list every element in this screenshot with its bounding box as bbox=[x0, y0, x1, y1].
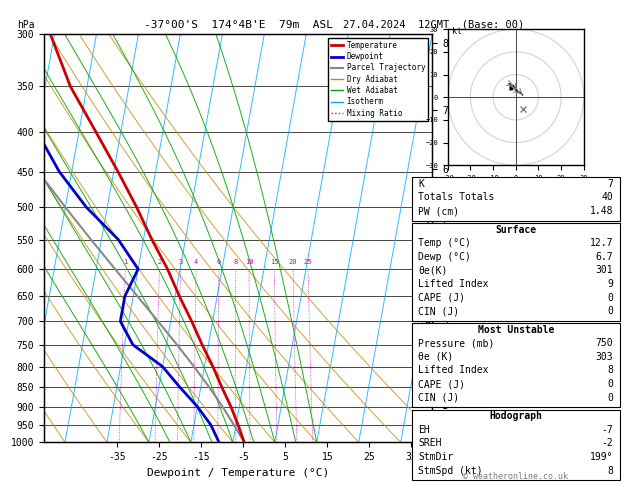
Text: CAPE (J): CAPE (J) bbox=[418, 293, 465, 303]
Text: CIN (J): CIN (J) bbox=[418, 306, 459, 316]
Text: © weatheronline.co.uk: © weatheronline.co.uk bbox=[464, 472, 568, 481]
Text: 40: 40 bbox=[601, 192, 613, 203]
Text: K: K bbox=[418, 179, 424, 189]
X-axis label: kt: kt bbox=[511, 182, 521, 191]
Text: 8: 8 bbox=[608, 466, 613, 476]
Text: 8: 8 bbox=[608, 365, 613, 376]
Text: 199°: 199° bbox=[590, 452, 613, 462]
Text: 8: 8 bbox=[233, 259, 238, 265]
Text: Temp (°C): Temp (°C) bbox=[418, 238, 471, 248]
Text: 6: 6 bbox=[217, 259, 221, 265]
Text: Totals Totals: Totals Totals bbox=[418, 192, 494, 203]
Text: Surface: Surface bbox=[495, 225, 537, 235]
Text: kt: kt bbox=[452, 27, 462, 35]
Text: 0: 0 bbox=[608, 293, 613, 303]
Text: Hodograph: Hodograph bbox=[489, 411, 542, 421]
Text: 301: 301 bbox=[596, 265, 613, 276]
Legend: Temperature, Dewpoint, Parcel Trajectory, Dry Adiabat, Wet Adiabat, Isotherm, Mi: Temperature, Dewpoint, Parcel Trajectory… bbox=[328, 38, 428, 121]
Text: 0: 0 bbox=[608, 306, 613, 316]
Text: 1: 1 bbox=[123, 259, 128, 265]
Text: -37°00'S  174°4B'E  79m  ASL: -37°00'S 174°4B'E 79m ASL bbox=[143, 20, 333, 30]
Text: -7: -7 bbox=[601, 425, 613, 435]
Text: 2: 2 bbox=[157, 259, 162, 265]
Y-axis label: Mixing Ratio (g/kg): Mixing Ratio (g/kg) bbox=[454, 182, 464, 294]
Text: 750: 750 bbox=[596, 338, 613, 348]
Text: 0: 0 bbox=[608, 379, 613, 389]
Text: 6.7: 6.7 bbox=[596, 252, 613, 262]
Text: θe(K): θe(K) bbox=[418, 265, 448, 276]
Text: hPa: hPa bbox=[17, 20, 35, 30]
Text: StmDir: StmDir bbox=[418, 452, 454, 462]
Text: Dewp (°C): Dewp (°C) bbox=[418, 252, 471, 262]
Text: EH: EH bbox=[418, 425, 430, 435]
Text: PW (cm): PW (cm) bbox=[418, 206, 459, 216]
Text: 0: 0 bbox=[608, 393, 613, 403]
Text: Lifted Index: Lifted Index bbox=[418, 365, 489, 376]
Text: 303: 303 bbox=[596, 352, 613, 362]
Text: 4: 4 bbox=[194, 259, 198, 265]
Text: 25: 25 bbox=[304, 259, 313, 265]
Text: 15: 15 bbox=[270, 259, 279, 265]
Text: 12.7: 12.7 bbox=[590, 238, 613, 248]
Text: LCL: LCL bbox=[433, 413, 448, 422]
Text: Pressure (mb): Pressure (mb) bbox=[418, 338, 494, 348]
Text: θe (K): θe (K) bbox=[418, 352, 454, 362]
Text: 3: 3 bbox=[179, 259, 182, 265]
Text: Most Unstable: Most Unstable bbox=[477, 325, 554, 335]
X-axis label: Dewpoint / Temperature (°C): Dewpoint / Temperature (°C) bbox=[147, 468, 329, 478]
Text: Lifted Index: Lifted Index bbox=[418, 279, 489, 289]
Text: StmSpd (kt): StmSpd (kt) bbox=[418, 466, 483, 476]
Text: SREH: SREH bbox=[418, 438, 442, 449]
Text: 27.04.2024  12GMT  (Base: 00): 27.04.2024 12GMT (Base: 00) bbox=[343, 19, 525, 30]
Text: 1.48: 1.48 bbox=[590, 206, 613, 216]
Text: -2: -2 bbox=[601, 438, 613, 449]
Text: CAPE (J): CAPE (J) bbox=[418, 379, 465, 389]
Text: CIN (J): CIN (J) bbox=[418, 393, 459, 403]
Text: 9: 9 bbox=[608, 279, 613, 289]
Text: 10: 10 bbox=[245, 259, 253, 265]
Text: 7: 7 bbox=[608, 179, 613, 189]
Text: 20: 20 bbox=[289, 259, 298, 265]
